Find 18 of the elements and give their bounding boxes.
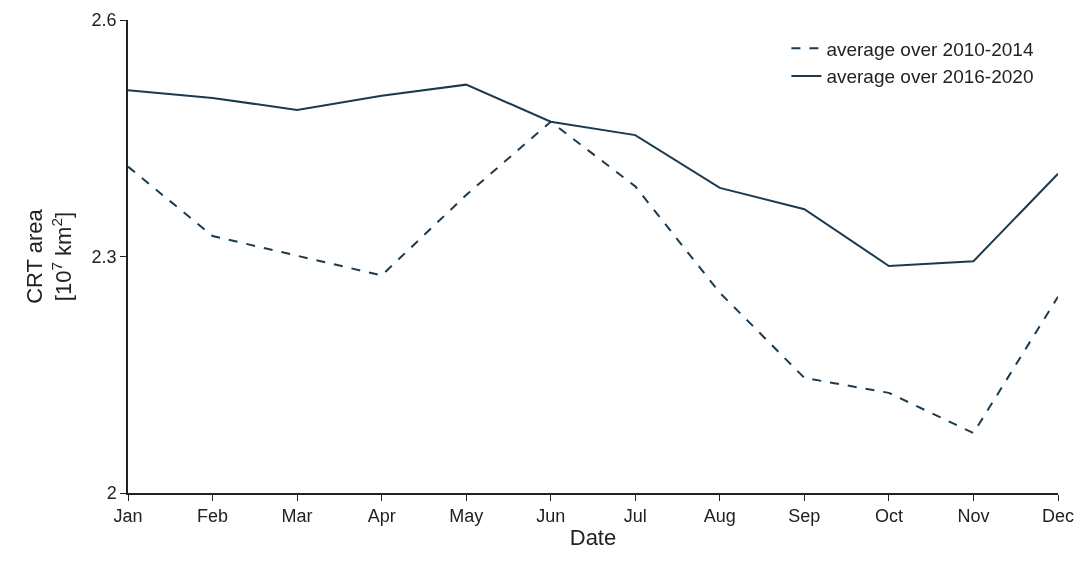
x-tick-label: Feb — [197, 506, 229, 527]
y-tick-label: 2 — [106, 483, 117, 504]
y-tick-label: 2.3 — [91, 246, 117, 267]
x-tick-label: Mar — [281, 506, 313, 527]
x-tick-label: Nov — [957, 506, 990, 527]
x-tick-label: Jan — [113, 506, 143, 527]
y-tick-label: 2.6 — [91, 10, 117, 31]
x-tick-label: Aug — [703, 506, 736, 527]
legend-label: average over 2016-2020 — [826, 66, 1034, 88]
x-tick-label: Dec — [1041, 506, 1075, 527]
x-tick-label: Sep — [788, 506, 821, 527]
x-axis-title: Date — [569, 524, 617, 550]
x-tick-label: May — [449, 506, 484, 527]
x-tick-label: Jun — [536, 506, 566, 527]
x-tick-label: Jul — [623, 506, 647, 527]
x-tick-label: Apr — [367, 506, 396, 527]
x-tick-label: Oct — [874, 506, 903, 527]
legend-label: average over 2010-2014 — [826, 38, 1034, 60]
